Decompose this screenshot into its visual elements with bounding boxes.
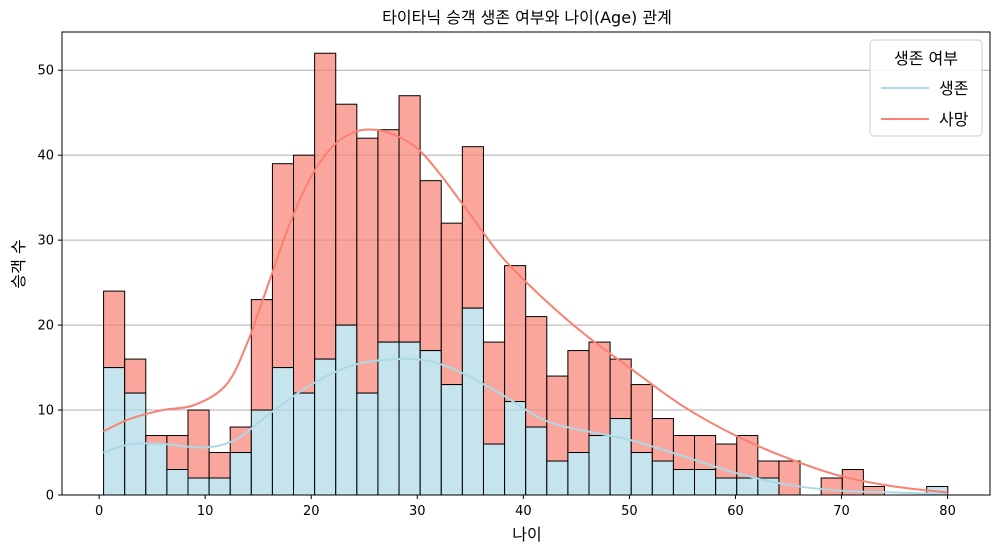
bar-died bbox=[546, 375, 569, 462]
legend: 생존 여부 생존 사망 bbox=[869, 39, 983, 137]
bar-survived bbox=[630, 452, 653, 496]
bar-died bbox=[419, 180, 442, 352]
bar-survived bbox=[461, 307, 484, 496]
bar-survived bbox=[736, 477, 759, 496]
legend-label-survived: 생존 bbox=[939, 79, 968, 98]
x-tick-label: 0 bbox=[95, 504, 103, 519]
bar-died bbox=[609, 358, 632, 420]
bar-survived bbox=[398, 341, 421, 496]
kde-lines bbox=[102, 128, 948, 496]
x-tick-label: 60 bbox=[727, 504, 744, 519]
bar-survived bbox=[293, 392, 316, 496]
y-tick-label: 10 bbox=[37, 404, 54, 419]
bar-survived bbox=[504, 401, 527, 496]
bar-died bbox=[335, 103, 358, 326]
bar-died bbox=[525, 316, 548, 428]
x-tick-label: 70 bbox=[833, 504, 850, 519]
bar-died bbox=[187, 409, 210, 479]
bar-survived bbox=[335, 324, 358, 496]
x-axis-label: 나이 bbox=[512, 525, 541, 544]
bar-survived bbox=[715, 477, 738, 496]
bars bbox=[103, 52, 949, 496]
bar-died bbox=[398, 95, 421, 343]
y-tick-label: 20 bbox=[37, 319, 54, 334]
y-tick-label: 30 bbox=[37, 234, 54, 249]
bar-survived bbox=[314, 358, 337, 496]
bar-survived bbox=[103, 367, 126, 496]
bar-died bbox=[778, 460, 801, 496]
bar-survived bbox=[609, 418, 632, 496]
bar-died bbox=[208, 452, 231, 479]
bar-survived bbox=[440, 384, 463, 496]
bar-died bbox=[757, 460, 780, 479]
bar-died bbox=[166, 435, 189, 471]
bar-survived bbox=[525, 426, 548, 496]
bar-survived bbox=[166, 469, 189, 496]
y-axis-label: 승객 수 bbox=[9, 239, 28, 288]
x-tick-label: 50 bbox=[621, 504, 638, 519]
bar-died bbox=[862, 486, 885, 496]
bar-survived bbox=[588, 435, 611, 496]
bar-survived bbox=[419, 350, 442, 496]
legend-title: 생존 여부 bbox=[894, 49, 958, 68]
bar-died bbox=[250, 299, 273, 411]
bar-survived bbox=[546, 460, 569, 496]
y-tick-label: 40 bbox=[37, 149, 54, 164]
bar-died bbox=[103, 290, 126, 369]
bar-survived bbox=[145, 443, 168, 496]
bar-survived bbox=[651, 460, 674, 496]
bar-died bbox=[588, 341, 611, 437]
bar-died bbox=[651, 418, 674, 462]
bar-survived bbox=[482, 443, 506, 496]
bar-died bbox=[504, 265, 527, 403]
bar-survived bbox=[229, 452, 252, 496]
bar-died bbox=[124, 358, 147, 394]
bar-survived bbox=[208, 477, 231, 496]
bar-died bbox=[314, 52, 337, 360]
y-tick-label: 50 bbox=[37, 64, 54, 79]
x-tick-label: 40 bbox=[515, 504, 532, 519]
grid-lines bbox=[62, 69, 990, 411]
legend-label-died: 사망 bbox=[939, 110, 969, 129]
x-tick-label: 30 bbox=[409, 504, 426, 519]
bar-died bbox=[377, 129, 400, 343]
x-tick-label: 10 bbox=[197, 504, 214, 519]
bar-died bbox=[820, 477, 843, 496]
plot-frame bbox=[61, 31, 991, 496]
y-axis-ticks: 0 10 20 30 40 50 bbox=[37, 64, 62, 504]
bar-died bbox=[440, 222, 463, 386]
bar-survived bbox=[356, 392, 379, 496]
bar-died bbox=[356, 137, 379, 394]
x-tick-label: 80 bbox=[939, 504, 956, 519]
kde-line-survived bbox=[103, 357, 948, 496]
bar-survived bbox=[377, 341, 400, 496]
x-axis-ticks: 0 10 20 30 40 50 60 70 80 bbox=[95, 495, 956, 519]
bar-survived bbox=[567, 452, 590, 496]
bar-survived bbox=[672, 469, 696, 496]
y-tick-label: 0 bbox=[46, 489, 54, 504]
x-tick-label: 20 bbox=[303, 504, 320, 519]
bar-survived bbox=[694, 469, 717, 496]
bar-survived bbox=[250, 409, 273, 496]
bar-survived bbox=[271, 367, 295, 496]
bar-died bbox=[482, 341, 506, 445]
bar-survived bbox=[187, 477, 210, 496]
bar-died bbox=[672, 435, 696, 471]
chart-title: 타이타닉 승객 생존 여부와 나이(Age) 관계 bbox=[382, 8, 672, 27]
kde-line-died bbox=[102, 128, 948, 494]
bar-died bbox=[567, 350, 590, 454]
